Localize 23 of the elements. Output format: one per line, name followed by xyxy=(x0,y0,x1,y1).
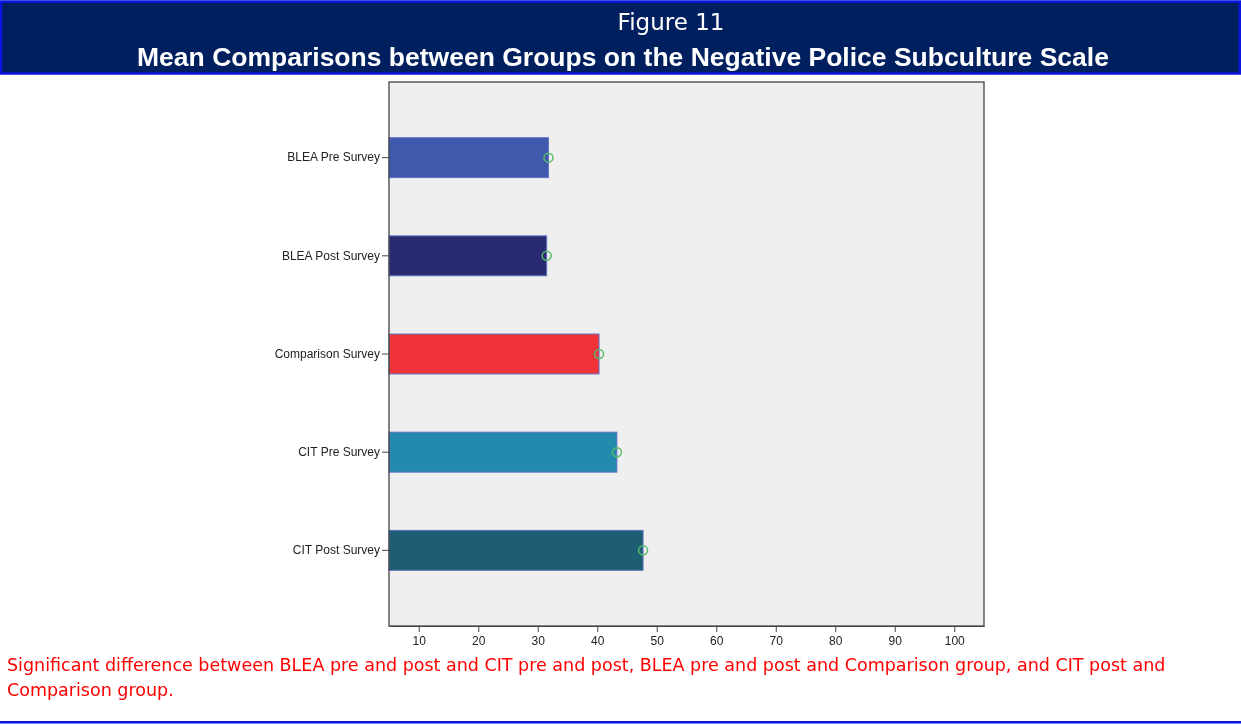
x-tick-label: 70 xyxy=(769,633,784,648)
chart-title: Figure 11 xyxy=(617,9,725,35)
point xyxy=(543,152,554,163)
x-tick-label: 80 xyxy=(829,633,843,648)
x-tick-label: 100 xyxy=(944,633,966,648)
text: Significant difference between BLEA pre and post and CIT pre and post, BLEA pre and post and Comparison group, and CIT post and Comparison group. xyxy=(7,654,1167,702)
point xyxy=(541,250,552,262)
point xyxy=(611,446,623,458)
y-tick-label: CIT Post Survey xyxy=(292,543,380,558)
x-tick-label: 10 xyxy=(412,633,427,648)
x-tick-label: 30 xyxy=(531,633,546,648)
y-tick-label: BLEA Pre Survey xyxy=(287,150,380,165)
x-tick-label: 20 xyxy=(472,633,486,648)
y-tick-label: Comparison Survey xyxy=(274,346,380,361)
x-tick-label: 90 xyxy=(888,633,903,648)
point xyxy=(593,348,605,360)
y-tick-label: CIT Pre Survey xyxy=(298,445,380,460)
y-tick-label: BLEA Post Survey xyxy=(281,248,380,263)
point xyxy=(637,545,649,556)
chart-subtitle: Mean Comparisons between Groups on the Negative Police Subculture Scale xyxy=(137,42,1109,72)
x-tick-label: 50 xyxy=(650,633,665,648)
x-tick-label: 40 xyxy=(591,633,605,648)
x-tick-label: 60 xyxy=(710,633,724,648)
